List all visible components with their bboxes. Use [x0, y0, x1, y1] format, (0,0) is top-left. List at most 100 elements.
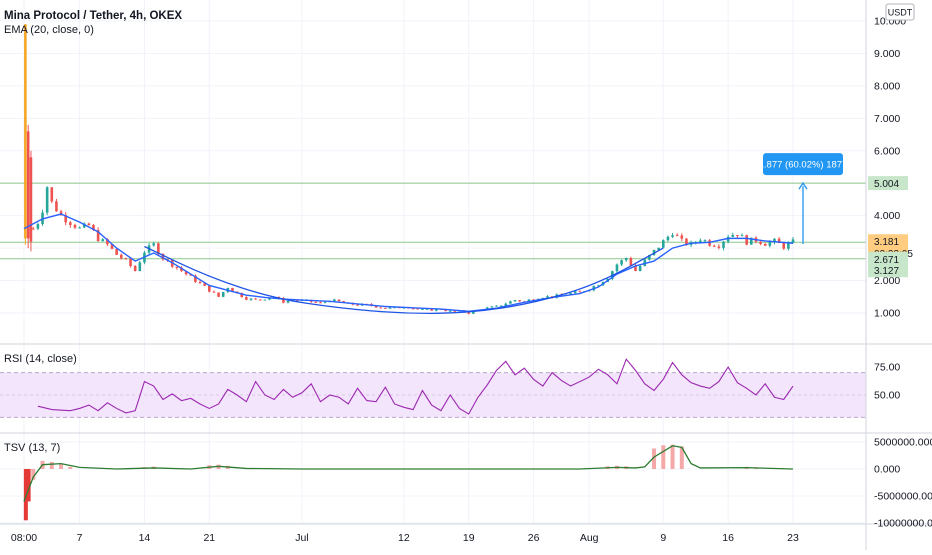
candle-body: [634, 265, 637, 271]
candle-body: [110, 244, 114, 249]
candle-body: [504, 303, 508, 306]
candle-body: [379, 307, 383, 309]
candle-body: [495, 305, 498, 307]
candle-body: [731, 235, 735, 237]
candle-body: [620, 260, 623, 265]
candle-body: [393, 307, 396, 309]
rsi-line: [37, 358, 794, 415]
candle-body: [50, 187, 54, 202]
candle-body: [573, 291, 577, 294]
candle-body: [527, 299, 531, 302]
ema-line: [23, 213, 794, 313]
tsv-bar: [31, 469, 36, 480]
x-tick-label: 23: [787, 532, 799, 544]
candle-body: [467, 312, 471, 314]
rsi-tick-label: 50.00: [874, 390, 900, 402]
price-tick-label: 2.000: [874, 275, 900, 287]
candle-body: [777, 238, 781, 244]
candle-body: [768, 242, 772, 246]
candle-body: [712, 245, 716, 247]
tsv-legend: TSV (13, 7): [4, 442, 60, 454]
candle-body: [356, 304, 359, 306]
candle-body: [759, 241, 762, 244]
candle-body: [680, 235, 684, 239]
candle-body: [96, 230, 100, 242]
candle-body: [323, 301, 327, 303]
candle-body: [268, 298, 271, 300]
candle-body: [221, 291, 225, 297]
price-tag-upper: [868, 176, 908, 191]
x-tick-label: 14: [139, 532, 151, 544]
candle-body: [509, 301, 512, 304]
candle-body: [286, 300, 290, 303]
candle-body: [138, 262, 142, 272]
candle-body: [24, 24, 27, 239]
candle-body: [657, 247, 660, 250]
candle-body: [490, 306, 494, 308]
candle-body: [416, 308, 420, 310]
candle-body: [448, 310, 452, 312]
price-tag-upper-text: 5.004: [874, 179, 899, 190]
price-tick-label: 6.000: [874, 145, 900, 157]
rsi-tick-label: 75.00: [874, 362, 900, 374]
candle-body: [69, 222, 72, 225]
candle-body: [671, 235, 674, 237]
candle-body: [726, 236, 730, 242]
candle-body: [736, 235, 739, 237]
candle-body: [569, 293, 572, 295]
candle-body: [194, 275, 197, 282]
candle-body: [421, 308, 424, 310]
candle-body: [36, 224, 40, 229]
x-tick-label: 7: [77, 532, 83, 544]
candle-body: [333, 299, 336, 302]
candle-body: [29, 157, 33, 242]
candle-body: [374, 305, 378, 308]
candle-body: [203, 283, 206, 286]
candle-body: [513, 300, 517, 302]
tsv-bar: [26, 469, 31, 502]
candle-body: [189, 274, 193, 276]
x-tick-label: 16: [722, 532, 734, 544]
x-tick-label: 08:00: [11, 532, 37, 544]
price-tick-label: 8.000: [874, 80, 900, 92]
candle-body: [787, 242, 790, 249]
candle-body: [133, 265, 137, 272]
candle-body: [64, 215, 67, 223]
candle-body: [337, 299, 341, 302]
tsv-bar: [59, 464, 64, 469]
x-tick-label: 21: [203, 532, 215, 544]
candle-body: [45, 187, 49, 213]
candle-body: [55, 201, 58, 212]
candle-body: [546, 296, 549, 298]
x-tick-label: 26: [528, 532, 540, 544]
candle-body: [740, 235, 744, 237]
price-tag-level-a-text: 3.127: [874, 266, 899, 277]
candle-body: [717, 246, 721, 248]
candle-body: [425, 308, 429, 310]
candle-body: [82, 223, 86, 228]
candle-body: [763, 243, 767, 246]
candle-body: [518, 300, 521, 302]
candle-body: [78, 227, 81, 229]
candle-body: [87, 223, 91, 226]
candle-body: [685, 238, 688, 245]
candle-body: [26, 131, 30, 239]
candle-body: [750, 237, 753, 245]
candle-body: [319, 302, 322, 304]
candle-body: [661, 240, 665, 248]
candle-body: [624, 258, 628, 261]
candle-body: [208, 285, 211, 292]
currency-badge[interactable]: USDT: [885, 3, 915, 21]
x-tick-label: 12: [398, 532, 410, 544]
candle-body: [453, 310, 457, 312]
candle-body: [73, 224, 77, 228]
tsv-bar: [68, 466, 73, 469]
candle-body: [101, 239, 105, 242]
candle-body: [184, 271, 188, 275]
candle-body: [124, 258, 128, 260]
chart-title: Mina Protocol / Tether, 4h, OKEX: [4, 10, 182, 22]
measure-arrow-head: [798, 181, 808, 190]
candle-body: [430, 308, 433, 311]
tsv-signal-line: [23, 445, 794, 502]
